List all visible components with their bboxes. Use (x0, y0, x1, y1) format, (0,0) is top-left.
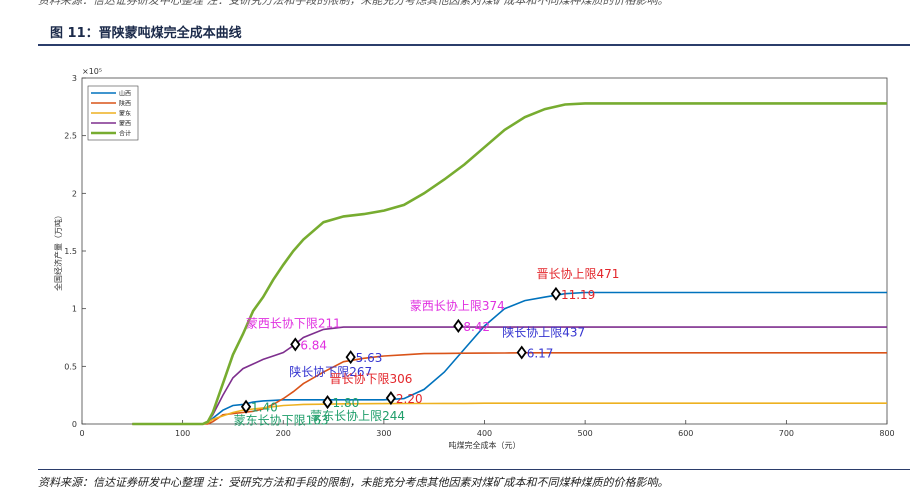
annotation-marker (385, 391, 397, 406)
annotation-value: 1.40 (251, 401, 278, 415)
x-tick-label: 700 (779, 429, 794, 438)
legend-label: 山西 (119, 90, 131, 98)
series-line (132, 326, 887, 425)
legend-label: 合计 (119, 130, 131, 138)
annotation-value: 8.42 (463, 320, 490, 334)
x-tick-label: 100 (175, 429, 190, 438)
annotation-marker (550, 286, 562, 301)
annotation-marker (240, 399, 252, 414)
y-tick-label: 0 (72, 420, 77, 429)
annotation-marker (345, 350, 356, 365)
annotation-label: 晋长协上限471 (536, 266, 619, 281)
series-line (132, 291, 887, 425)
y-tick-label: 1.5 (64, 247, 77, 256)
y-tick-label: 3 (72, 74, 77, 83)
y-tick-label: 2 (72, 189, 77, 198)
x-tick-label: 0 (79, 429, 84, 438)
annotation-marker (453, 318, 464, 333)
x-axis-label: 吨煤完全成本（元） (449, 440, 521, 450)
annotation-label: 陕长协上限437 (502, 324, 585, 339)
top-note: 资料来源：信达证券研发中心整理 注：受研究方法和手段的限制，未能充分考虑其他因素… (38, 0, 669, 7)
source-note: 资料来源：信达证券研发中心整理 注：受研究方法和手段的限制，未能充分考虑其他因素… (38, 476, 669, 489)
annotation-value: 6.84 (300, 338, 327, 352)
annotation-marker (290, 337, 301, 352)
x-tick-label: 500 (577, 429, 592, 438)
y-tick-label: 1 (72, 305, 77, 314)
y-scale-label: ×10⁵ (82, 67, 102, 76)
series-line (132, 102, 887, 426)
annotation-label: 陕长协下限267 (289, 364, 372, 379)
x-tick-label: 300 (376, 429, 391, 438)
annotation-value: 5.63 (356, 351, 383, 365)
annotation-label: 蒙东长协上限244 (310, 408, 405, 423)
figure-heading: 图 11：晋陕蒙吨煤完全成本曲线 (50, 26, 242, 41)
annotation-label: 蒙东长协下限163 (234, 413, 329, 428)
y-tick-label: 2.5 (64, 132, 77, 141)
legend-label: 蒙西 (119, 120, 131, 128)
annotation-value: 11.19 (561, 288, 595, 302)
source-rule (38, 469, 910, 470)
annotation-marker (516, 345, 527, 360)
plot-frame (81, 77, 888, 425)
annotation-value: 2.20 (396, 392, 423, 406)
annotation-value: 6.17 (527, 346, 554, 360)
x-tick-label: 600 (678, 429, 693, 438)
series-line (132, 402, 887, 425)
legend-label: 陕西 (119, 100, 131, 108)
annotation-value: 1.80 (333, 396, 360, 410)
y-tick-label: 0.5 (64, 362, 77, 371)
x-tick-label: 200 (276, 429, 291, 438)
y-axis-label: 全国经济产量（万吨） (53, 211, 63, 291)
annotation-label: 蒙西长协下限211 (246, 315, 341, 330)
x-tick-label: 800 (879, 429, 894, 438)
heading-rule (38, 44, 910, 46)
annotation-marker (322, 395, 333, 410)
legend-label: 蒙东 (119, 110, 131, 118)
annotation-label: 蒙西长协上限374 (410, 298, 505, 313)
x-tick-label: 400 (477, 429, 492, 438)
annotation-label: 晋长协下限306 (329, 371, 412, 386)
